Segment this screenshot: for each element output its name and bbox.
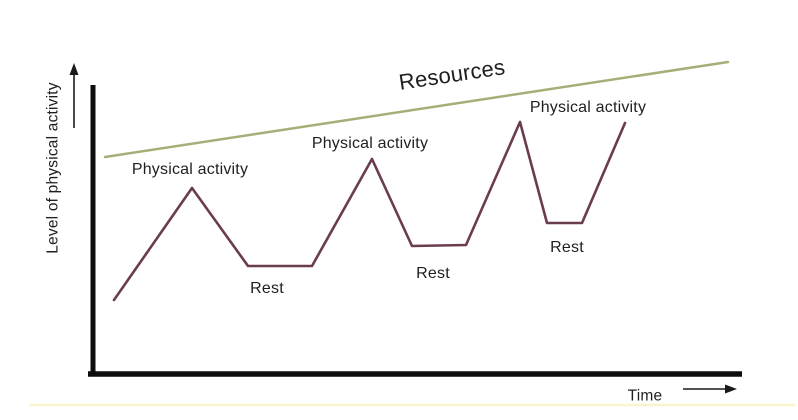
x-axis-label: Time: [627, 387, 663, 405]
activity-line: [112, 120, 627, 302]
time-arrow-icon: [683, 384, 737, 394]
physical-activity-label-3: Physical activity: [529, 99, 647, 116]
y-axis-arrow-icon: [69, 63, 79, 128]
y-axis-label: Level of physical activity: [44, 82, 62, 254]
rest-label-2: Rest: [416, 265, 450, 282]
resources-line: [103, 60, 730, 159]
physical-activity-label-1: Physical activity: [131, 161, 249, 178]
rest-label-1: Rest: [250, 280, 284, 297]
physical-activity-label-2: Physical activity: [311, 135, 429, 152]
rest-label-3: Rest: [550, 239, 584, 256]
